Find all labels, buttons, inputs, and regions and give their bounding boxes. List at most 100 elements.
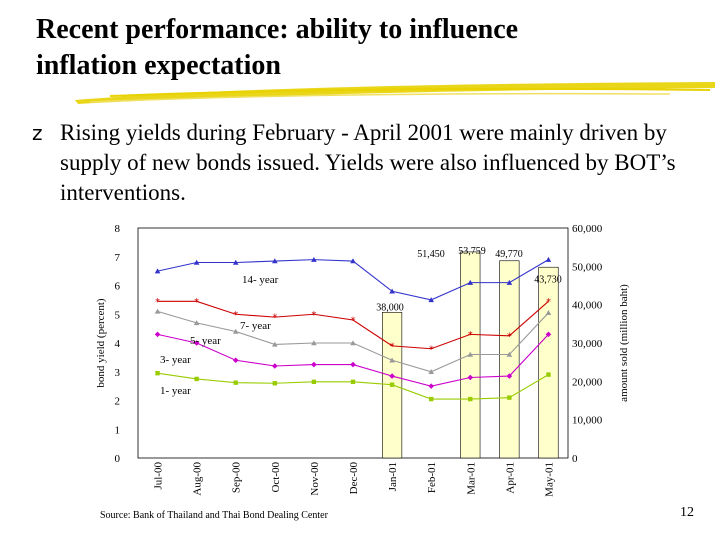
series-marker: [428, 368, 434, 374]
bullet-text: Rising yields during February - April 20…: [60, 120, 676, 205]
x-tick-label: Oct-00: [270, 462, 282, 493]
series-marker: *: [272, 313, 277, 324]
y-tick-label: 7: [115, 252, 121, 264]
series-marker: [428, 396, 434, 402]
series-marker: [507, 395, 512, 400]
series-marker: [154, 268, 161, 274]
series-marker: [546, 372, 551, 377]
plot-area: [137, 227, 569, 459]
y2-tick-label: 20,000: [572, 376, 603, 388]
series-marker: [545, 331, 552, 338]
series-marker: [155, 370, 160, 376]
source-note: Source: Bank of Thailand and Thai Bond D…: [100, 510, 328, 521]
series-marker: [193, 340, 200, 346]
series-marker: [506, 351, 513, 357]
y-tick-label: 1: [115, 424, 121, 436]
series-marker: [350, 258, 356, 264]
series-marker: [545, 256, 552, 262]
series-label: 3- year: [160, 354, 191, 366]
series-marker: [467, 374, 474, 381]
series-label: 5- year: [190, 335, 221, 347]
series-marker: [233, 380, 238, 385]
y-tick-label: 4: [115, 338, 121, 350]
x-tick-label: May-01: [543, 462, 555, 497]
series-marker: [506, 279, 513, 285]
x-tick-label: Mar-01: [465, 462, 477, 495]
y2-tick-label: 50,000: [572, 261, 603, 273]
series-marker: [232, 259, 239, 265]
series-marker: [350, 340, 356, 346]
y-tick-label: 2: [115, 396, 121, 408]
series-marker: *: [155, 297, 160, 308]
title-line-2: inflation expectation: [36, 50, 281, 81]
series-marker: *: [507, 331, 512, 342]
bar-value-label: 43,730: [534, 274, 562, 285]
y2-axis-title: amount sold (million baht): [618, 284, 630, 402]
y-axis-title: bond yield (percent): [95, 298, 107, 388]
series-marker: [389, 382, 395, 387]
series-marker: [193, 259, 200, 265]
y2-tick-label: 10,000: [572, 415, 603, 427]
bullet-point: z Rising yields during February - April …: [32, 118, 692, 208]
series-marker: [428, 297, 434, 303]
bar-Apr-01: [499, 260, 520, 459]
series-line-0: [157, 259, 549, 301]
series-marker: [428, 383, 434, 389]
series-marker: [311, 256, 317, 262]
series-marker: [389, 288, 395, 294]
y-tick-label: 0: [115, 453, 121, 465]
y2-tick-label: 60,000: [572, 223, 603, 235]
y2-tick-label: 0: [572, 453, 578, 465]
series-label: 1- year: [160, 385, 191, 397]
x-tick-label: Sep-00: [231, 462, 243, 494]
series-marker: [389, 357, 395, 363]
series-marker: *: [311, 310, 316, 321]
bar-value-label: 38,000: [376, 302, 404, 313]
series-marker: [311, 379, 317, 385]
series-marker: [467, 351, 474, 357]
x-tick-label: Jan-01: [387, 462, 399, 491]
y-tick-label: 6: [115, 281, 121, 293]
series-marker: [272, 381, 278, 386]
series-marker: *: [351, 316, 356, 327]
bar-value-label: 49,770: [495, 249, 523, 260]
series-label: 7- year: [240, 320, 271, 332]
x-tick-label: Feb-01: [426, 462, 438, 493]
series-marker: [272, 341, 278, 347]
series-marker: *: [194, 297, 199, 308]
series-marker: [154, 331, 161, 338]
series-marker: [311, 340, 317, 346]
yield-chart: 0 1 2 3 4 5 6 7 8 0 10,000 20,000 30,000 40,000 50,000…: [95, 223, 630, 497]
series-marker: [194, 376, 199, 382]
series-marker: [350, 379, 356, 385]
series-marker: [272, 363, 278, 369]
series-marker: *: [546, 297, 551, 308]
series-marker: [350, 361, 356, 368]
series-marker: [389, 373, 395, 379]
bar-value-label: 51,450: [417, 249, 445, 260]
series-marker: [467, 279, 474, 285]
series-label: 14- year: [242, 274, 279, 286]
x-tick-label: Jul-00: [153, 462, 165, 490]
series-marker: [232, 328, 239, 334]
y2-tick-label: 30,000: [572, 338, 603, 350]
series-marker: [193, 320, 200, 326]
series-marker: [232, 357, 239, 364]
page-number: 12: [680, 505, 694, 520]
x-tick-label: Dec-00: [348, 462, 360, 495]
series-marker: [154, 308, 161, 314]
series-marker: [506, 373, 513, 379]
x-tick-label: Apr-01: [504, 462, 516, 494]
slide-title: Recent performance: ability to influence…: [36, 12, 696, 84]
series-line-1: [157, 300, 549, 350]
series-marker: *: [429, 344, 434, 355]
bar-value-label: 53,759: [458, 246, 486, 257]
y2-tick-label: 40,000: [572, 300, 603, 312]
series-marker: *: [390, 341, 395, 352]
series-marker: *: [468, 330, 473, 341]
y-tick-label: 3: [115, 367, 121, 379]
series-marker: *: [233, 310, 238, 321]
y-tick-label: 8: [115, 223, 121, 235]
series-marker: [311, 361, 317, 368]
series-marker: [468, 396, 473, 402]
